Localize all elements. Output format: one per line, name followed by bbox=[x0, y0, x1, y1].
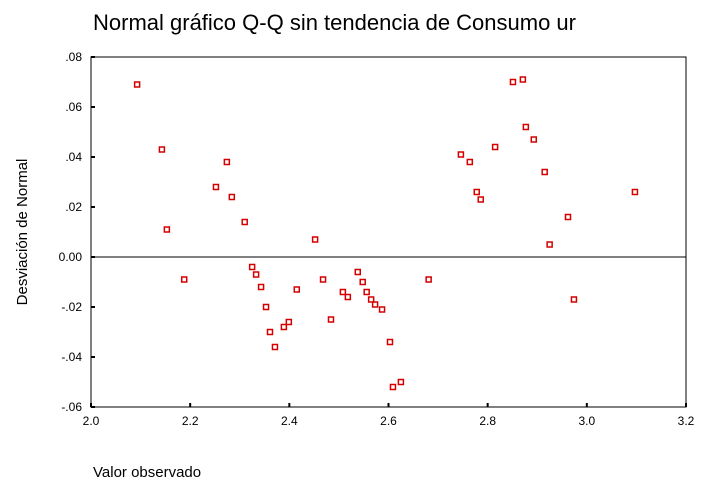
y-tick-label: .08 bbox=[65, 50, 82, 64]
point bbox=[262, 303, 270, 311]
point bbox=[212, 183, 220, 191]
x-axis-label: Valor observado bbox=[93, 464, 201, 481]
y-tick-label: -.04 bbox=[61, 350, 82, 364]
point bbox=[363, 288, 370, 296]
point bbox=[378, 306, 386, 313]
point bbox=[327, 316, 335, 323]
point bbox=[257, 283, 265, 291]
point bbox=[397, 378, 405, 386]
point bbox=[491, 143, 499, 151]
x-tick-label: 2.6 bbox=[380, 414, 397, 428]
point bbox=[241, 218, 248, 226]
point bbox=[425, 276, 432, 283]
chart-title: Normal gráfico Q-Q sin tendencia de Cons… bbox=[93, 10, 576, 35]
point bbox=[319, 276, 327, 283]
point bbox=[509, 78, 517, 86]
point bbox=[522, 123, 530, 131]
x-tick-label: 2.0 bbox=[83, 414, 100, 428]
point bbox=[359, 278, 366, 286]
point bbox=[293, 286, 301, 293]
point bbox=[570, 296, 578, 303]
point bbox=[133, 81, 141, 88]
point bbox=[541, 168, 548, 176]
x-tick-label: 3.2 bbox=[678, 414, 695, 428]
point bbox=[477, 196, 484, 203]
point bbox=[158, 146, 166, 153]
point bbox=[311, 236, 319, 243]
point bbox=[519, 76, 527, 83]
point bbox=[457, 151, 465, 158]
point bbox=[371, 301, 379, 308]
point bbox=[339, 288, 347, 296]
y-tick-label: .02 bbox=[65, 200, 82, 214]
point bbox=[180, 276, 188, 283]
point bbox=[344, 293, 352, 301]
point bbox=[367, 296, 375, 303]
x-tick-label: 2.2 bbox=[182, 414, 199, 428]
x-tick-label: 2.8 bbox=[479, 414, 496, 428]
point bbox=[386, 338, 394, 346]
y-tick-label: -.06 bbox=[61, 400, 82, 414]
point bbox=[248, 263, 256, 271]
y-tick-label: .04 bbox=[65, 150, 82, 164]
point bbox=[280, 323, 288, 331]
point bbox=[389, 383, 397, 391]
x-tick-label: 2.4 bbox=[281, 414, 298, 428]
point bbox=[530, 136, 538, 143]
point bbox=[228, 193, 236, 201]
point bbox=[266, 328, 274, 336]
y-tick-label: .06 bbox=[65, 100, 82, 114]
point bbox=[252, 271, 260, 278]
y-axis-label: Desviación de Normal bbox=[14, 159, 31, 306]
x-tick-label: 3.0 bbox=[578, 414, 595, 428]
point bbox=[546, 241, 553, 248]
point bbox=[285, 318, 293, 326]
point bbox=[466, 158, 474, 166]
point bbox=[473, 188, 481, 196]
point bbox=[223, 158, 231, 166]
point bbox=[163, 226, 171, 233]
y-tick-label: 0.00 bbox=[59, 250, 83, 264]
point bbox=[564, 213, 572, 221]
point bbox=[271, 343, 279, 351]
plot-frame bbox=[90, 56, 687, 408]
point bbox=[354, 268, 362, 276]
y-tick-label: -.02 bbox=[61, 300, 82, 314]
point bbox=[631, 188, 639, 196]
